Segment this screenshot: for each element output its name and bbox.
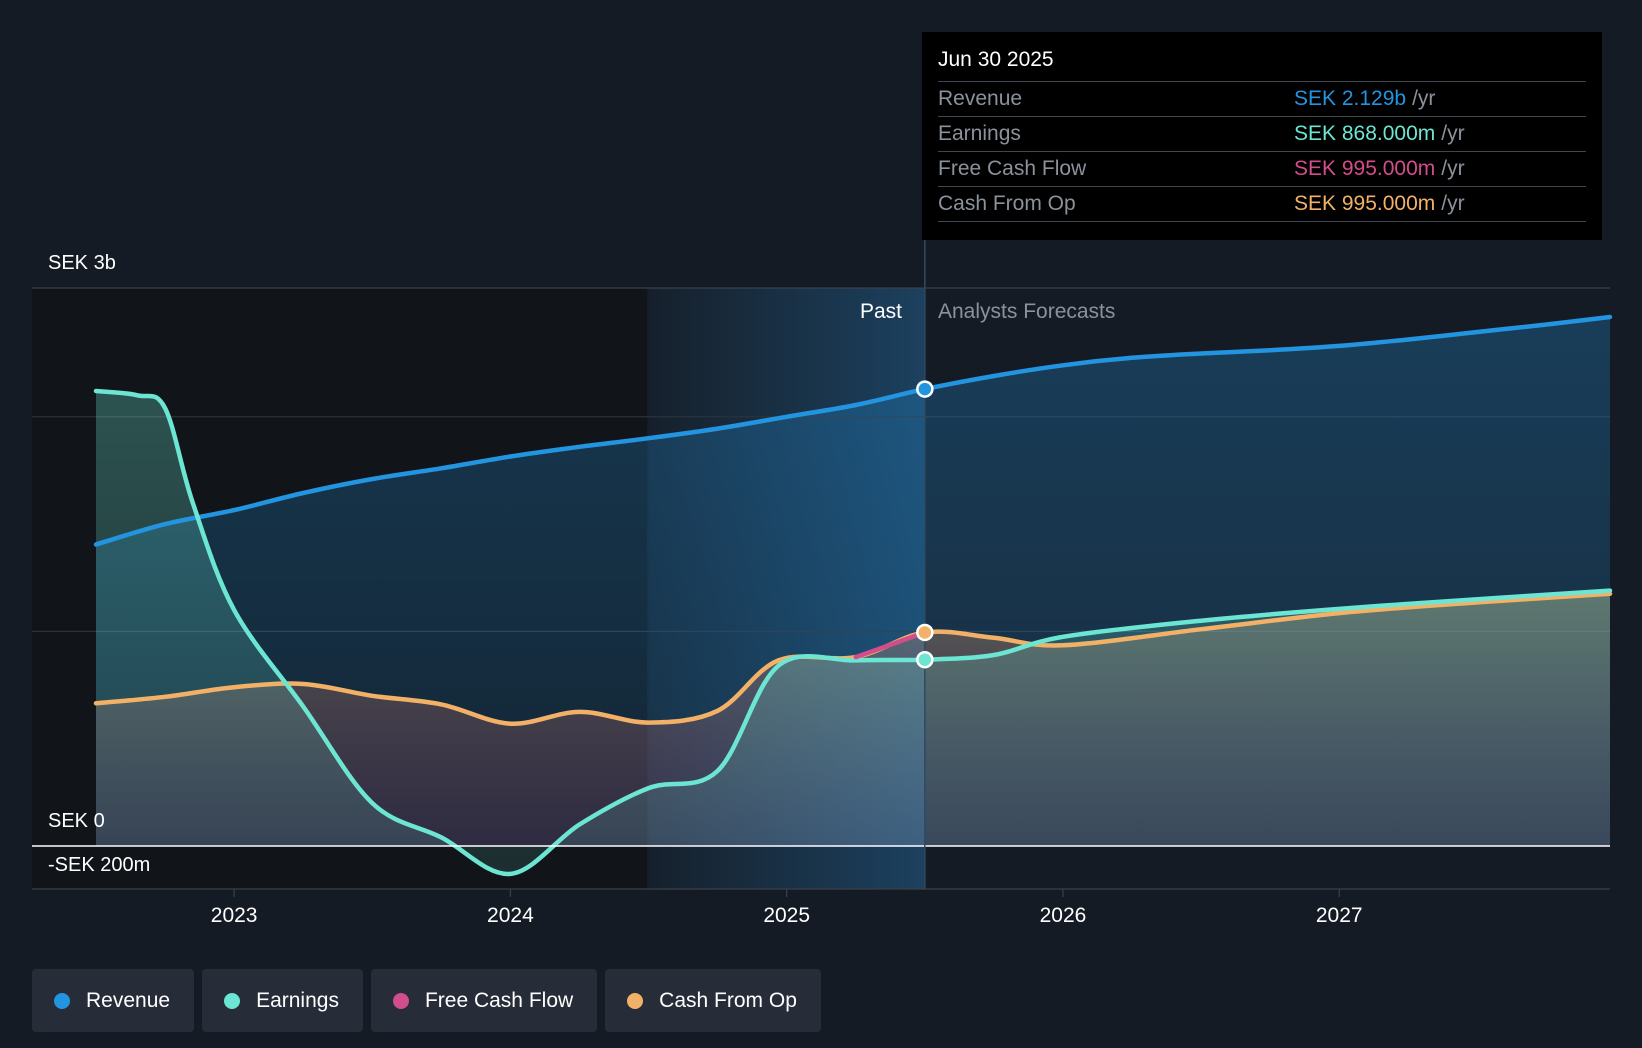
earnings-dot-icon (224, 992, 241, 1009)
tooltip-unit: /yr (1412, 87, 1436, 110)
tooltip-label: Free Cash Flow (938, 157, 1087, 180)
x-tick-label: 2026 (1040, 904, 1087, 927)
tooltip-value: SEK 995.000m (1294, 157, 1436, 180)
legend-label: Free Cash Flow (424, 988, 574, 1012)
cash-from-op-marker (916, 623, 934, 642)
revenue-marker (916, 380, 934, 398)
legend-item-cash-from-op[interactable]: Cash From Op (605, 969, 821, 1032)
tooltip-row-revenue: Revenue SEK 2.129b /yr (938, 81, 1586, 116)
tooltip: Jun 30 2025 Revenue SEK 2.129b /yr Earni… (922, 32, 1602, 240)
legend-item-free-cash-flow[interactable]: Free Cash Flow (370, 969, 598, 1032)
tooltip-label: Cash From Op (938, 192, 1076, 215)
legend: Revenue Earnings Free Cash Flow Cash Fro… (32, 969, 821, 1032)
tooltip-label: Revenue (938, 87, 1023, 110)
cash-from-op-dot-icon (627, 992, 644, 1009)
legend-item-revenue[interactable]: Revenue (32, 969, 195, 1032)
earnings-line (93, 388, 1613, 877)
legend-label: Revenue (86, 988, 171, 1012)
x-tick-label: 2025 (763, 904, 810, 927)
earnings-area (96, 391, 1610, 875)
revenue-line (93, 314, 1613, 547)
tooltip-row-earnings: Earnings SEK 868.000m /yr (938, 116, 1586, 151)
tooltip-row-cash-from-op: Cash From Op SEK 995.000m /yr (938, 186, 1586, 222)
y-label-top: SEK 3b (48, 252, 116, 274)
x-tick-label: 2023 (211, 904, 258, 927)
tooltip-value: SEK 868.000m (1294, 122, 1436, 145)
tooltip-value: SEK 2.129b (1294, 87, 1407, 110)
revenue-dot-icon (54, 992, 70, 1009)
tooltip-unit: /yr (1441, 122, 1465, 145)
legend-label: Earnings (256, 988, 339, 1012)
tooltip-date: Jun 30 2025 (938, 48, 1054, 71)
x-tick-label: 2024 (487, 904, 534, 927)
y-label-bottom: -SEK 200m (48, 854, 151, 876)
legend-item-earnings[interactable]: Earnings (202, 969, 363, 1032)
tooltip-value: SEK 995.000m (1294, 192, 1436, 215)
past-label: Past (860, 300, 903, 323)
earnings-marker (916, 650, 934, 669)
forecast-label: Analysts Forecasts (938, 300, 1116, 323)
tooltip-label: Earnings (938, 122, 1021, 145)
y-label-zero: SEK 0 (48, 810, 105, 832)
x-tick-label: 2027 (1316, 904, 1363, 927)
tooltip-unit: /yr (1441, 192, 1465, 215)
cash-from-op-line (93, 591, 1613, 726)
tooltip-unit: /yr (1441, 157, 1465, 180)
free-cash-flow-dot-icon (392, 992, 409, 1009)
legend-label: Cash From Op (659, 988, 797, 1012)
tooltip-row-free-cash-flow: Free Cash Flow SEK 995.000m /yr (938, 151, 1586, 186)
